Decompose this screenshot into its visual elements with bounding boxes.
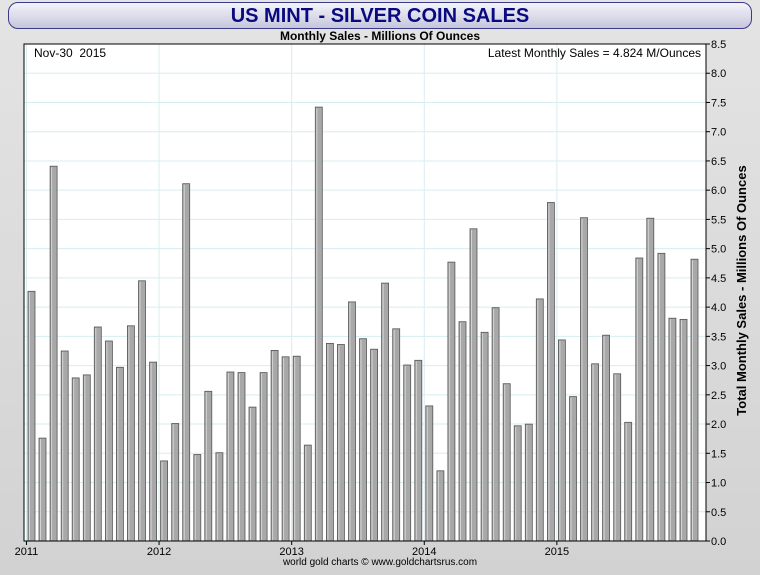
y-axis-title: Total Monthly Sales - Millions Of Ounces	[734, 165, 749, 415]
y-tick-label: 2.0	[711, 419, 726, 431]
y-tick-label: 3.0	[711, 361, 726, 373]
y-tick-label: 3.5	[711, 331, 726, 343]
y-tick-label: 1.0	[711, 478, 726, 490]
y-tick-label: 5.5	[711, 214, 726, 226]
x-tick-label: 2014	[412, 546, 436, 558]
y-tick-label: 5.0	[711, 244, 726, 256]
y-tick-label: 1.5	[711, 448, 726, 460]
chart-subtitle: Monthly Sales - Millions Of Ounces	[279, 29, 481, 43]
y-tick-label: 0.0	[711, 536, 726, 548]
chart-date: Nov-30 2015	[34, 46, 106, 60]
title-bar: US MINT - SILVER COIN SALES	[8, 2, 752, 29]
y-tick-label: 0.5	[711, 507, 726, 519]
chart-title: US MINT - SILVER COIN SALES	[230, 5, 530, 27]
y-tick-label: 4.5	[711, 273, 726, 285]
x-tick-label: 2013	[279, 546, 303, 558]
x-tick-label: 2011	[15, 546, 39, 558]
y-tick-label: 8.5	[711, 39, 726, 51]
y-tick-label: 6.5	[711, 156, 726, 168]
y-tick-label: 2.5	[711, 390, 726, 402]
y-tick-label: 4.0	[711, 302, 726, 314]
y-tick-label: 6.0	[711, 185, 726, 197]
y-tick-label: 8.0	[711, 68, 726, 80]
x-tick-label: 2015	[545, 546, 569, 558]
y-tick-label: 7.0	[711, 127, 726, 139]
y-tick-label: 7.5	[711, 97, 726, 109]
x-tick-label: 2012	[147, 546, 171, 558]
plot-border	[23, 43, 707, 542]
chart-credit: world gold charts © www.goldchartsrus.co…	[282, 557, 478, 568]
latest-sales-note: Latest Monthly Sales = 4.824 M/Ounces	[488, 46, 701, 60]
